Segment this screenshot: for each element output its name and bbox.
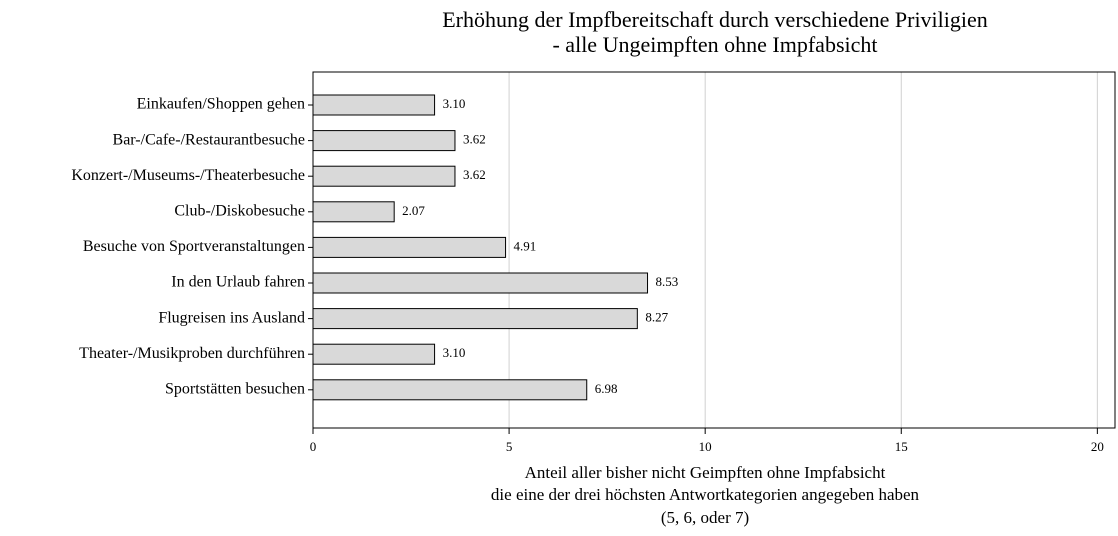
value-label: 8.27 [645, 310, 668, 325]
value-label: 8.53 [656, 274, 679, 289]
y-tick-label: Bar-/Cafe-/Restaurantbesuche [113, 131, 305, 148]
bar [312, 201, 395, 223]
x-tick-label: 20 [1091, 439, 1104, 454]
y-tick-label: Sportstätten besuchen [165, 380, 305, 397]
x-tick-label: 0 [310, 439, 317, 454]
value-label: 3.62 [463, 132, 486, 147]
y-tick-label: Besuche von Sportveranstaltungen [83, 238, 305, 255]
bar [312, 308, 638, 330]
bar [312, 236, 507, 258]
bar [312, 272, 649, 294]
value-label: 3.10 [443, 96, 466, 111]
value-label: 2.07 [402, 203, 425, 218]
x-axis-label: (5, 6, oder 7) [661, 508, 749, 527]
x-tick-label: 10 [699, 439, 712, 454]
bar [312, 343, 436, 365]
y-tick-label: Einkaufen/Shoppen gehen [137, 96, 305, 113]
value-label: 6.98 [595, 381, 618, 396]
x-axis-label: die eine der drei höchsten Antwortkatego… [491, 485, 920, 504]
bar [312, 94, 436, 116]
y-tick-label: Konzert-/Museums-/Theaterbesuche [71, 167, 305, 184]
value-label: 3.62 [463, 167, 486, 182]
bar [312, 130, 456, 152]
y-tick-label: Theater-/Musikproben durchführen [79, 345, 305, 362]
y-tick-label: Flugreisen ins Ausland [158, 309, 305, 326]
value-label: 3.10 [443, 345, 466, 360]
x-axis-label: Anteil aller bisher nicht Geimpften ohne… [525, 463, 886, 482]
y-tick-label: Club-/Diskobesuche [174, 202, 305, 219]
value-label: 4.91 [514, 238, 537, 253]
chart-title: Erhöhung der Impfbereitschaft durch vers… [442, 7, 988, 32]
chart-subtitle: - alle Ungeimpften ohne Impfabsicht [552, 32, 877, 57]
x-tick-label: 15 [895, 439, 908, 454]
y-tick-label: In den Urlaub fahren [171, 274, 305, 291]
bar [312, 379, 588, 401]
x-tick-label: 5 [506, 439, 513, 454]
bar [312, 165, 456, 187]
